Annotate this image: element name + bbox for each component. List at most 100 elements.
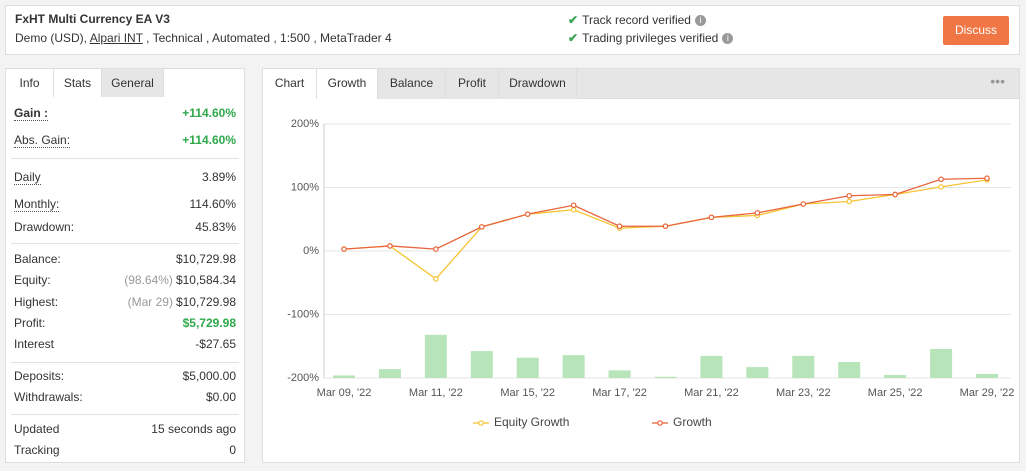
stat-note: (Mar 29) [127,295,173,309]
stat-label-text: Updated [14,422,60,436]
point [846,192,853,199]
stat-value-text: $10,729.98 [175,252,236,266]
stat-value-text: $10,729.98 [175,295,236,309]
series-line [343,177,988,250]
bar [654,376,677,378]
discuss-button[interactable]: Discuss [943,16,1009,45]
x-tick-label: Mar 23, '22 [776,387,831,399]
bar [976,373,998,378]
stat-label-text: Abs. Gain: [14,133,71,148]
stat-value: $10,729.98 [176,250,236,268]
stat-value-text: 15 seconds ago [151,422,236,436]
legend-marker [657,420,663,426]
bar [424,334,447,378]
stats-panel: Info Stats General Gain : +114.60% Abs. Gain:… [5,68,245,463]
stat-value: $5,729.98 [183,314,236,332]
x-tick-label: Mar 15, '22 [500,387,555,399]
stat-label-text: Daily [14,170,41,185]
point [708,214,715,221]
stats-tab[interactable]: Info [6,69,54,97]
stat-label: Updated [14,420,59,438]
stat-value-text: 45.83% [195,220,236,234]
bar [838,361,861,378]
chart-tab[interactable]: Growth [317,69,378,99]
stat-label-text: Tracking [14,443,60,457]
point [984,175,990,182]
stat-value: 15 seconds ago [151,420,236,438]
y-tick-label: 100% [291,181,319,193]
stat-value: (98.64%) $10,584.34 [124,271,236,289]
chart-tab[interactable]: Chart [263,69,317,99]
stat-row: Updated 15 seconds ago [14,420,236,438]
stat-value-text: 0 [229,443,236,457]
stat-label: Daily [14,168,41,186]
more-menu[interactable]: ••• [990,73,1005,89]
stat-row: Balance: $10,729.98 [14,250,236,268]
stats-tab[interactable]: General [102,69,164,97]
stat-row: Drawdown: 45.83% [14,218,236,236]
stat-row: Profit: $5,729.98 [14,314,236,332]
stat-value: 0 [229,441,236,459]
point [570,206,577,213]
point [800,201,807,207]
stat-row: Abs. Gain: +114.60% [14,131,236,149]
stat-value: 3.89% [202,168,236,186]
verified-text: Track record verified [582,13,691,27]
bar [930,349,953,378]
bar [884,374,907,378]
x-tick-label: Mar 17, '22 [592,387,647,399]
stat-value-text: $10,584.34 [175,273,236,287]
x-tick-label: Mar 09, '22 [317,387,372,399]
chart-tab[interactable]: Profit [446,69,499,99]
separator [11,414,239,415]
legend-label: Equity Growth [494,415,569,429]
chart-tab[interactable]: Drawdown [499,69,577,99]
broker-link[interactable]: Alpari INT [89,31,143,45]
verified-item: ✔ Track record verified i [568,13,706,27]
stat-label-text: Profit: [14,316,46,330]
x-tick-label: Mar 21, '22 [684,387,739,399]
stat-value-text: $0.00 [205,390,236,404]
stat-value-text: -$27.65 [195,337,236,351]
legend-marker [478,420,484,426]
stat-label: Balance: [14,250,61,268]
bar [746,367,769,378]
stat-value-text: 3.89% [201,170,236,184]
info-icon[interactable]: i [722,33,734,45]
bar [608,370,631,378]
stat-label-text: Monthly: [14,197,60,212]
stat-value: +114.60% [182,104,236,122]
point [616,223,623,230]
stat-label-text: Interest [14,337,55,351]
separator [11,362,239,363]
stat-label: Highest: [14,293,58,311]
bar [378,369,401,378]
point [478,224,485,230]
stat-label-text: Equity: [14,273,51,287]
bar [792,355,815,378]
stat-label-text: Highest: [14,295,59,309]
y-tick-label: -200% [287,372,319,384]
stat-value: +114.60% [182,131,236,149]
verified-text: Trading privileges verified [582,31,719,45]
x-tick-label: Mar 11, '22 [409,387,463,399]
point [570,202,577,209]
info-icon[interactable]: i [694,15,706,27]
stat-value: -$27.65 [195,335,236,353]
bar [333,375,355,378]
stat-label: Abs. Gain: [14,131,71,149]
point [754,210,761,216]
stat-value: (Mar 29) $10,729.98 [128,293,236,311]
stats-tab[interactable]: Stats [54,69,102,97]
stat-label: Drawdown: [14,218,74,236]
stat-row: Deposits: $5,000.00 [14,367,236,385]
stat-value-text: +114.60% [182,133,236,147]
stat-label: Withdrawals: [14,388,83,406]
chart: -200% -100% 0% 100% 200% Mar 09, '22 Mar 11, '… [287,118,1014,429]
separator [11,158,239,159]
point [938,184,944,190]
title: FxHT Multi Currency EA V3 [15,12,170,26]
stat-label: Equity: [14,271,51,289]
chart-tab[interactable]: Balance [378,69,446,99]
stat-label: Interest [14,335,54,353]
